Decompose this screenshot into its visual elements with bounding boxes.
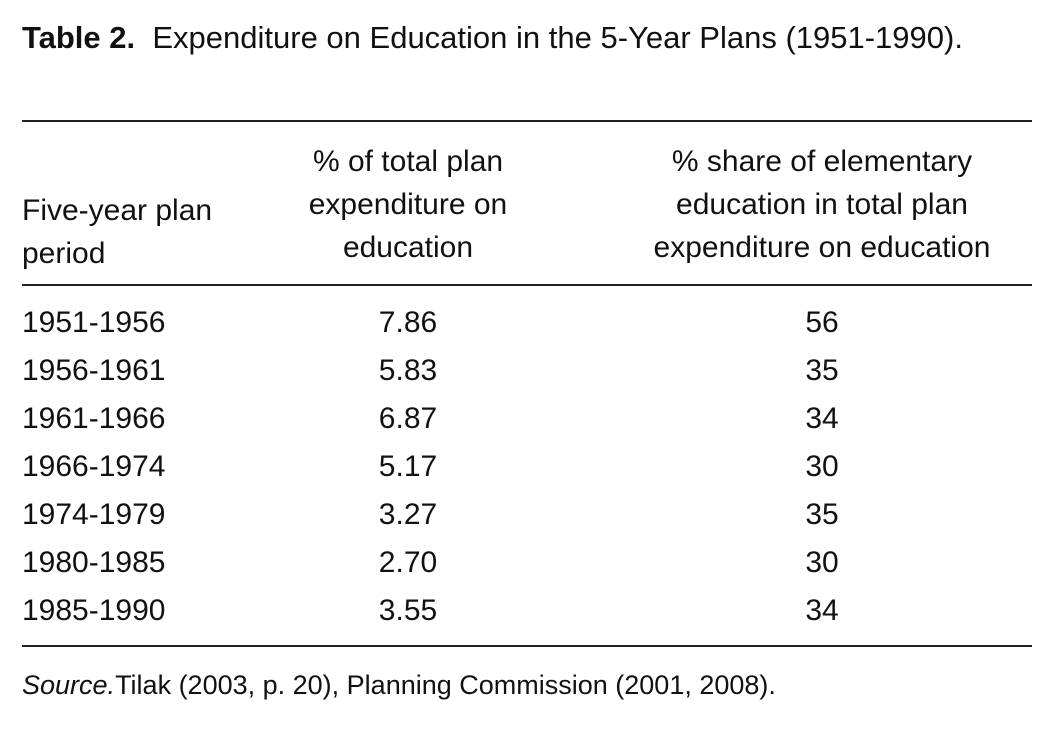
header-rule: [22, 284, 1032, 286]
row-pct-total: 5.83: [378, 354, 438, 387]
row-pct-elementary: 30: [805, 546, 839, 579]
row-period: 1985-1990: [22, 594, 166, 627]
row-period: 1961-1966: [22, 402, 166, 435]
top-rule: [22, 120, 1032, 122]
source-text: Tilak (2003, p. 20), Planning Commission…: [115, 670, 776, 700]
bottom-rule: [22, 645, 1032, 647]
header-pct-elementary: % share of elementary education in total…: [653, 145, 991, 264]
row-pct-elementary: 34: [805, 594, 839, 627]
table-title: Table 2. Expenditure on Education in the…: [22, 16, 1032, 59]
source-note: Source.Tilak (2003, p. 20), Planning Com…: [22, 670, 776, 701]
header-period: Five-year plan period: [22, 194, 213, 270]
row-pct-elementary: 35: [805, 498, 839, 531]
row-pct-total: 5.17: [378, 450, 438, 483]
row-pct-elementary: 56: [805, 306, 839, 339]
row-pct-elementary: 35: [805, 354, 839, 387]
row-pct-total: 6.87: [378, 402, 438, 435]
header-pct-total: % of total plan expenditure on education: [308, 145, 508, 264]
row-period: 1980-1985: [22, 546, 166, 579]
row-period: 1951-1956: [22, 306, 166, 339]
row-period: 1974-1979: [22, 498, 166, 531]
row-pct-total: 2.70: [378, 546, 438, 579]
row-period: 1966-1974: [22, 450, 166, 483]
row-pct-total: 3.27: [378, 498, 438, 531]
row-pct-total: 7.86: [378, 306, 438, 339]
row-pct-elementary: 34: [805, 402, 839, 435]
source-label: Source.: [22, 670, 116, 700]
table-caption: Expenditure on Education in the 5-Year P…: [152, 20, 963, 55]
row-pct-elementary: 30: [805, 450, 839, 483]
row-pct-total: 3.55: [378, 594, 438, 627]
table-label: Table 2.: [22, 20, 136, 55]
row-period: 1956-1961: [22, 354, 166, 387]
